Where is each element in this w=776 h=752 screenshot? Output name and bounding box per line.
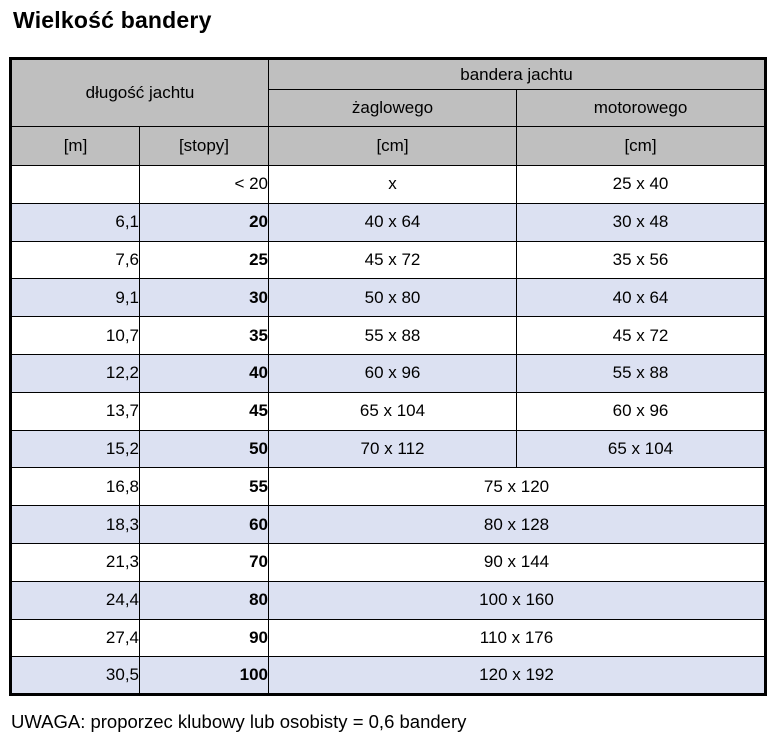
cell-sail: 40 x 64 — [268, 202, 517, 242]
cell-motor: 30 x 48 — [515, 202, 767, 242]
header-row-groups: długość jachtu bandera jachtu — [10, 58, 767, 127]
cell-m: 13,7 — [10, 391, 140, 431]
cell-sail: 45 x 72 — [268, 240, 517, 280]
cell-both: 80 x 128 — [267, 505, 767, 544]
page-title: Wielkość bandery — [13, 7, 212, 33]
table-row: 18,3 60 80 x 128 — [10, 505, 767, 544]
table-row: 15,2 50 70 x 112 65 x 104 — [10, 429, 767, 469]
table-row: 16,8 55 75 x 120 — [10, 467, 767, 507]
flag-size-table: długość jachtu bandera jachtu żaglowego … — [9, 57, 768, 697]
cell-m — [10, 165, 140, 204]
cell-feet: 45 — [139, 391, 269, 431]
cell-motor: 35 x 56 — [515, 240, 767, 280]
cell-motor: 40 x 64 — [515, 278, 767, 318]
table-row: 9,1 30 50 x 80 40 x 64 — [10, 278, 767, 318]
cell-feet: 60 — [139, 505, 269, 544]
cell-motor: 55 x 88 — [515, 353, 767, 393]
cell-m: 27,4 — [10, 618, 140, 658]
cell-m: 15,2 — [10, 429, 140, 469]
table-row: 30,5 100 120 x 192 — [10, 656, 767, 696]
cell-feet: 35 — [139, 316, 269, 355]
table-body: < 20 x 25 x 40 6,1 20 40 x 64 30 x 48 7,… — [10, 165, 767, 696]
cell-sail: 70 x 112 — [268, 429, 517, 469]
cell-both: 120 x 192 — [267, 656, 767, 696]
cell-feet: 80 — [139, 580, 269, 620]
unit-cm-motor: [cm] — [515, 126, 767, 166]
header-motor: motorowego — [515, 89, 767, 127]
cell-m: 10,7 — [10, 316, 140, 355]
cell-both: 75 x 120 — [267, 467, 767, 507]
cell-feet: 100 — [139, 656, 269, 696]
table-row: 10,7 35 55 x 88 45 x 72 — [10, 316, 767, 355]
table-row: 24,4 80 100 x 160 — [10, 580, 767, 620]
unit-m: [m] — [10, 126, 140, 166]
unit-feet: [stopy] — [139, 126, 269, 166]
cell-motor: 45 x 72 — [515, 316, 767, 355]
cell-m: 18,3 — [10, 505, 140, 544]
cell-sail: 65 x 104 — [268, 391, 517, 431]
cell-sail: x — [268, 165, 517, 204]
cell-feet: 70 — [139, 542, 269, 582]
cell-feet: 40 — [139, 353, 269, 393]
cell-feet: 25 — [139, 240, 269, 280]
table-row: < 20 x 25 x 40 — [10, 165, 767, 204]
cell-motor: 65 x 104 — [515, 429, 767, 469]
cell-m: 6,1 — [10, 202, 140, 242]
table-header: długość jachtu bandera jachtu żaglowego … — [10, 58, 767, 166]
cell-m: 21,3 — [10, 542, 140, 582]
header-yacht-flag: bandera jachtu — [267, 58, 767, 90]
cell-feet: 50 — [139, 429, 269, 469]
cell-feet: 20 — [139, 202, 269, 242]
cell-feet: < 20 — [139, 165, 269, 204]
cell-m: 12,2 — [10, 353, 140, 393]
table-row: 21,3 70 90 x 144 — [10, 542, 767, 582]
cell-feet: 55 — [139, 467, 269, 507]
cell-m: 30,5 — [10, 656, 140, 696]
header-row-subgroups: żaglowego motorowego — [11, 89, 767, 127]
cell-motor: 25 x 40 — [515, 165, 767, 204]
cell-m: 24,4 — [10, 580, 140, 620]
cell-m: 9,1 — [10, 278, 140, 318]
table-row: 7,6 25 45 x 72 35 x 56 — [10, 240, 767, 280]
cell-feet: 90 — [139, 618, 269, 658]
header-sail: żaglowego — [268, 89, 517, 127]
table-row: 12,2 40 60 x 96 55 x 88 — [10, 353, 767, 393]
cell-sail: 60 x 96 — [268, 353, 517, 393]
cell-sail: 50 x 80 — [268, 278, 517, 318]
footer-note: UWAGA: proporzec klubowy lub osobisty = … — [11, 711, 467, 733]
cell-feet: 30 — [139, 278, 269, 318]
cell-motor: 60 x 96 — [515, 391, 767, 431]
table-row: 13,7 45 65 x 104 60 x 96 — [10, 391, 767, 431]
table-row: 6,1 20 40 x 64 30 x 48 — [10, 202, 767, 242]
unit-cm-sail: [cm] — [268, 126, 517, 166]
cell-sail: 55 x 88 — [268, 316, 517, 355]
cell-m: 16,8 — [10, 467, 140, 507]
cell-both: 110 x 176 — [267, 618, 767, 658]
header-yacht-length: długość jachtu — [10, 58, 269, 127]
cell-m: 7,6 — [10, 240, 140, 280]
cell-both: 90 x 144 — [267, 542, 767, 582]
cell-both: 100 x 160 — [267, 580, 767, 620]
header-row-units: [m] [stopy] [cm] [cm] — [10, 126, 767, 166]
table-row: 27,4 90 110 x 176 — [10, 618, 767, 658]
